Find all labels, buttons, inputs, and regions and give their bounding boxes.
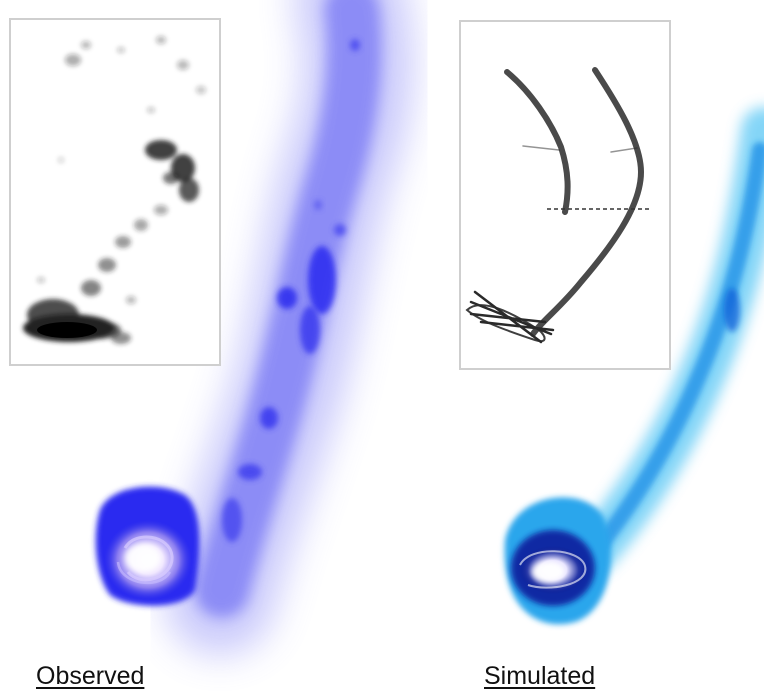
simulated-inset-drawing	[465, 67, 651, 344]
simulated-tidal-tail	[572, 107, 764, 573]
observed-inset-map	[9, 18, 221, 366]
observed-host-galaxy	[95, 486, 200, 606]
observed-tidal-tail	[165, 0, 414, 655]
simulated-host-galaxy	[504, 497, 611, 625]
simulated-inset-map	[459, 20, 671, 370]
observed-inset-drawing	[23, 36, 206, 344]
simulated-caption: Simulated	[484, 662, 596, 690]
observed-caption: Observed	[36, 662, 145, 690]
